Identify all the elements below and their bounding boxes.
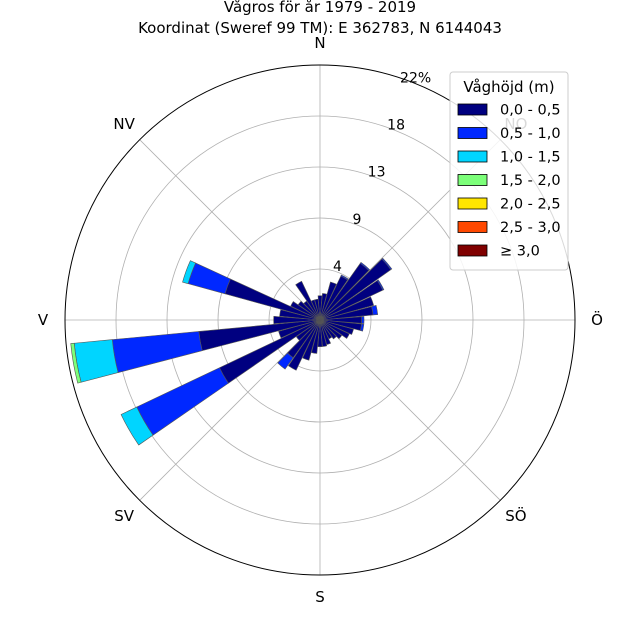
grid-ring bbox=[115, 115, 525, 525]
rose-bar-segment bbox=[381, 257, 393, 271]
rose-bar-segment bbox=[290, 301, 321, 321]
legend-swatch bbox=[457, 127, 488, 139]
grid-ring bbox=[268, 268, 372, 372]
radial-tick-label: 22% bbox=[400, 70, 431, 86]
rose-bar-segment bbox=[317, 295, 323, 321]
rose-bar-segment bbox=[297, 300, 321, 321]
direction-label: Ö bbox=[591, 310, 603, 329]
legend-entry-label: 1,0 - 1,5 bbox=[500, 150, 561, 166]
direction-label: S bbox=[315, 588, 325, 606]
rose-bar-segment bbox=[303, 300, 321, 321]
rose-bar-segment bbox=[359, 261, 371, 271]
rose-bar-segment bbox=[376, 279, 385, 291]
grid-spoke bbox=[319, 319, 501, 501]
polar-grid bbox=[65, 65, 575, 575]
radial-tick-labels: 4 9 13 18 22% bbox=[333, 70, 431, 275]
chart-subtitle: Koordinat (Sweref 99 TM): E 362783, N 61… bbox=[138, 19, 502, 37]
grid-spoke bbox=[139, 139, 321, 321]
legend-entry-label: 2,5 - 3,0 bbox=[500, 220, 561, 236]
radial-tick-label: 13 bbox=[368, 165, 386, 181]
rose-bar-segment bbox=[182, 260, 197, 285]
rose-bar-segment bbox=[302, 319, 321, 361]
radial-tick-label: 4 bbox=[333, 259, 342, 275]
rose-bar-segment bbox=[361, 316, 365, 324]
rose-bar-segment bbox=[371, 305, 379, 316]
rose-bar-segment bbox=[277, 352, 294, 370]
legend-swatch bbox=[457, 197, 488, 210]
direction-label: V bbox=[38, 311, 49, 329]
rose-bar-segment bbox=[317, 319, 323, 347]
legend-entry-label: 2,0 - 2,5 bbox=[500, 197, 561, 213]
direction-label: NV bbox=[113, 115, 135, 133]
rose-bars bbox=[64, 64, 576, 576]
radial-tick-label: 18 bbox=[387, 118, 405, 134]
legend-title: Våghöjd (m) bbox=[463, 78, 554, 96]
rose-bar-segment bbox=[360, 323, 365, 332]
legend-entries: 0,0 - 0,5 0,5 - 1,0 1,0 - 1,5 1,5 - 2,0 2,0 … bbox=[457, 103, 561, 260]
direction-label: SV bbox=[114, 507, 135, 525]
direction-label: N bbox=[314, 34, 325, 52]
rose-bar-segment bbox=[314, 298, 321, 321]
legend-entry-label: 0,0 - 0,5 bbox=[500, 103, 561, 119]
rose-bar-segment bbox=[120, 406, 154, 446]
rose-bar-segment bbox=[295, 280, 321, 321]
legend-swatch bbox=[457, 244, 488, 257]
rose-bar-segment bbox=[273, 315, 321, 325]
chart-title: Vågros för år 1979 - 2019 bbox=[224, 0, 416, 16]
rose-bar-segment bbox=[319, 319, 337, 340]
legend-swatch bbox=[457, 221, 488, 233]
legend-entry-label: 1,5 - 2,0 bbox=[500, 173, 561, 189]
rose-bar-segment bbox=[319, 319, 350, 339]
legend-entry-label: 0,5 - 1,0 bbox=[500, 126, 561, 142]
rose-bar-segment bbox=[70, 342, 82, 384]
legend-swatch bbox=[457, 150, 488, 163]
rose-bar-segment bbox=[287, 319, 321, 371]
legend-swatch bbox=[457, 174, 488, 186]
rose-bar-segment bbox=[187, 262, 231, 295]
rose-bar-segment bbox=[340, 274, 349, 281]
rose-bar-segment bbox=[319, 319, 332, 345]
rose-bar-segment bbox=[295, 319, 321, 341]
rose-bar-segment bbox=[319, 319, 343, 340]
grid-ring bbox=[166, 166, 474, 474]
legend-entry-label: ≥ 3,0 bbox=[500, 244, 540, 260]
legend: Våghöjd (m) 0,0 - 0,5 0,5 - 1,0 1,0 - 1,5 1… bbox=[449, 71, 569, 271]
rose-bar-segment bbox=[73, 339, 119, 383]
legend-frame bbox=[449, 71, 569, 271]
legend-swatch bbox=[457, 103, 488, 116]
rose-bar-segment bbox=[319, 296, 375, 321]
rose-bar-segment bbox=[319, 281, 337, 321]
direction-label: SÖ bbox=[505, 506, 526, 525]
radial-tick-label: 9 bbox=[353, 212, 362, 228]
outer-frame bbox=[64, 64, 576, 576]
grid-ring bbox=[217, 217, 423, 423]
rose-bar-segment bbox=[319, 319, 328, 347]
rose-bar-segment bbox=[278, 319, 321, 339]
rose-bar-segment bbox=[111, 331, 203, 373]
rose-bar-segment bbox=[319, 319, 354, 335]
